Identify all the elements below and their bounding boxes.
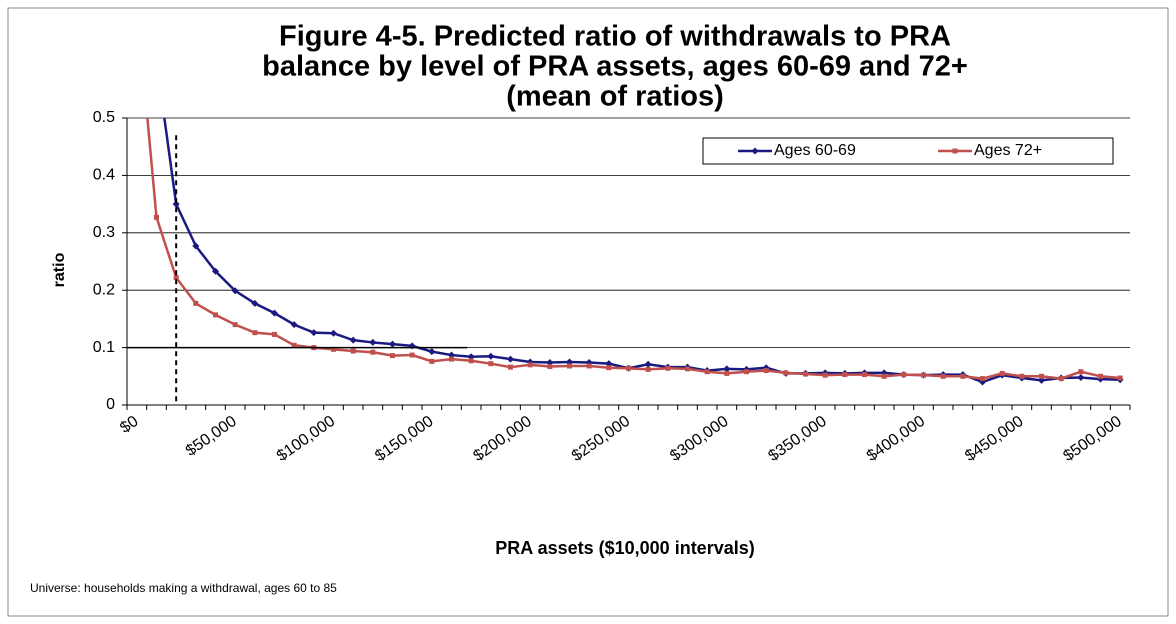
data-point: [1078, 369, 1084, 375]
data-point: [231, 287, 239, 295]
data-point: [390, 353, 395, 359]
y-tick-label: 0: [106, 396, 115, 413]
data-point: [527, 362, 533, 368]
data-point: [606, 365, 612, 371]
data-point: [154, 214, 159, 220]
data-point: [763, 368, 769, 374]
data-point: [744, 369, 749, 375]
data-point: [291, 342, 297, 348]
data-point: [626, 365, 631, 371]
data-point: [665, 365, 671, 371]
data-point: [468, 358, 474, 364]
data-point: [507, 355, 514, 363]
data-point: [644, 360, 652, 368]
data-point: [704, 369, 710, 375]
data-point: [428, 348, 436, 356]
chart-title: Figure 4-5. Predicted ratio of withdrawa…: [279, 21, 951, 53]
data-point: [645, 366, 651, 372]
y-tick-label: 0.5: [93, 109, 115, 126]
legend-box: [702, 137, 1114, 165]
legend-label: Ages 72+: [974, 142, 1042, 159]
y-tick-label: 0.1: [93, 339, 115, 356]
data-point: [349, 336, 357, 344]
data-point: [803, 371, 808, 377]
data-point: [980, 376, 985, 382]
y-tick-label: 0.4: [93, 167, 115, 184]
plot-area: [134, 1, 1124, 386]
data-point: [960, 373, 966, 379]
data-point: [310, 329, 318, 337]
data-point: [724, 370, 730, 376]
data-point: [251, 299, 259, 307]
data-point: [173, 275, 179, 281]
data-point: [271, 309, 278, 317]
data-point: [370, 349, 376, 355]
data-point: [487, 352, 495, 360]
legend-label: Ages 60-69: [774, 142, 856, 159]
data-point: [290, 321, 298, 329]
data-point: [1039, 373, 1044, 379]
data-point: [508, 364, 513, 370]
footnote: Universe: households making a withdrawal…: [30, 581, 337, 595]
data-point: [213, 312, 218, 318]
data-point: [449, 356, 454, 362]
data-point: [429, 358, 435, 364]
data-point: [881, 373, 887, 379]
y-tick-label: 0.2: [93, 281, 115, 298]
data-point: [921, 372, 926, 378]
data-point: [1019, 373, 1025, 379]
data-point: [783, 370, 789, 376]
legend-marker: [751, 147, 759, 155]
data-point: [232, 322, 238, 328]
data-point: [901, 372, 907, 378]
data-point: [350, 348, 356, 354]
chart-frame: [7, 7, 1169, 617]
data-point: [1098, 373, 1103, 379]
data-point: [723, 365, 731, 373]
data-point: [862, 372, 867, 378]
data-point: [331, 346, 336, 352]
data-point: [940, 373, 946, 379]
data-point: [567, 363, 572, 369]
data-point: [369, 338, 377, 346]
data-point: [1117, 375, 1123, 381]
data-point: [272, 331, 277, 337]
data-point: [842, 372, 848, 378]
data-point: [134, 1, 139, 6]
data-point: [488, 361, 494, 367]
data-point: [1058, 376, 1064, 382]
data-point: [330, 329, 337, 337]
data-point: [193, 300, 199, 306]
data-point: [586, 363, 592, 369]
chart-title: (mean of ratios): [506, 81, 724, 113]
data-point: [389, 340, 396, 348]
data-point: [999, 370, 1005, 376]
data-point: [547, 364, 553, 370]
y-axis-title: ratio: [51, 252, 68, 287]
data-point: [685, 366, 690, 372]
data-point: [212, 267, 219, 275]
x-axis-title: PRA assets ($10,000 intervals): [495, 538, 754, 558]
chart-title: balance by level of PRA assets, ages 60-…: [262, 51, 968, 83]
data-point: [1077, 373, 1085, 381]
data-point: [192, 242, 200, 250]
data-point: [172, 200, 180, 208]
data-point: [822, 372, 828, 378]
legend-marker: [952, 148, 958, 154]
data-point: [409, 352, 415, 358]
y-tick-label: 0.3: [93, 224, 115, 241]
data-point: [252, 330, 258, 336]
